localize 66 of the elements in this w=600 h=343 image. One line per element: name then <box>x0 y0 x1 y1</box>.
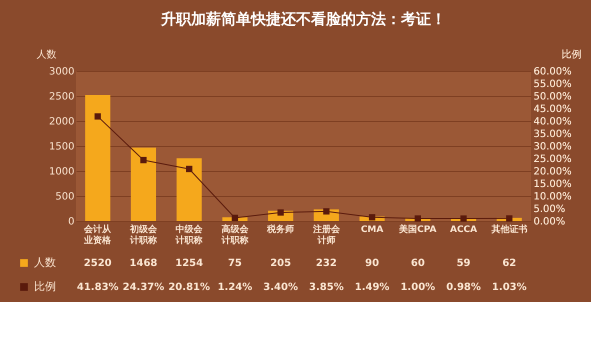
point <box>232 214 238 222</box>
y-tick-label: 0 <box>68 216 74 228</box>
point <box>368 214 376 220</box>
chart-title: 升职加薪简单快捷还不看脸的方法：考证！ <box>160 10 446 28</box>
data-label: 1.49% <box>354 282 390 293</box>
x-tick-label: ACCA <box>450 225 478 235</box>
x-tick-label: 高级会计职称 <box>220 224 250 246</box>
x-tick-label: 中级会计职称 <box>174 224 204 246</box>
data-label: 60 <box>410 258 425 269</box>
data-label: 1.24% <box>218 282 252 293</box>
point <box>506 215 512 222</box>
y2-tick-label: 45.00% <box>534 104 572 115</box>
y-tick-label: 2500 <box>49 92 74 102</box>
y2-tick-label: 55.00% <box>534 79 572 90</box>
point <box>94 113 101 120</box>
data-label: 0.98% <box>446 282 481 293</box>
x-tick-label: CMA <box>360 225 384 235</box>
point <box>186 166 192 172</box>
x-tick-label: 税务师 <box>266 224 294 235</box>
bar <box>130 148 156 221</box>
data-label: 59 <box>456 258 471 269</box>
y2-tick-label: 60.00% <box>534 66 572 78</box>
legend-label: 人数 <box>34 256 56 269</box>
data-label: 1.00% <box>400 282 436 293</box>
x-tick-label: 会计从业资格 <box>83 224 112 246</box>
data-label: 3.40% <box>263 282 298 293</box>
y-tick-label: 3000 <box>49 66 74 78</box>
x-tick-label: 注册会计师 <box>312 224 341 246</box>
y2-axis-title: 比例 <box>562 48 582 60</box>
legend-label: 比例 <box>34 280 56 293</box>
point <box>414 215 421 222</box>
y2-tick-label: 30.00% <box>534 142 572 152</box>
y2-tick-label: 25.00% <box>534 154 572 165</box>
y-axis-title: 人数 <box>36 50 56 60</box>
data-label: 41.83% <box>76 282 119 293</box>
y2-tick-label: 5.00% <box>534 204 566 215</box>
data-label: 20.81% <box>168 282 210 293</box>
y-tick-label: 500 <box>55 192 74 202</box>
data-label: 1.03% <box>492 282 527 293</box>
x-tick-label: 美国CPA <box>398 224 437 235</box>
point <box>460 215 467 222</box>
data-label: 1468 <box>130 258 158 269</box>
data-label: 75 <box>228 258 242 269</box>
y-tick-label: 1000 <box>49 166 74 178</box>
data-label: 2520 <box>84 258 112 269</box>
y-tick-label: 2000 <box>49 116 74 128</box>
x-tick-label: 其他证书 <box>490 224 528 235</box>
bar <box>85 95 110 221</box>
y2-tick-label: 15.00% <box>534 179 572 190</box>
data-label: 62 <box>502 258 516 269</box>
y2-tick-label: 0.00% <box>534 216 566 228</box>
x-tick-label: 初级会计职称 <box>128 224 158 246</box>
y-tick-label: 1500 <box>49 142 74 152</box>
data-label: 90 <box>365 258 380 269</box>
data-label: 1254 <box>175 258 204 269</box>
y2-tick-label: 10.00% <box>534 192 572 202</box>
y2-tick-label: 50.00% <box>534 92 572 102</box>
y2-tick-label: 35.00% <box>534 129 572 140</box>
point <box>140 156 147 164</box>
data-label: 205 <box>270 258 292 269</box>
data-label: 24.37% <box>122 282 164 293</box>
data-label: 3.85% <box>309 282 344 293</box>
y2-tick-label: 40.00% <box>534 116 572 128</box>
bar <box>176 158 202 221</box>
y2-tick-label: 20.00% <box>534 166 572 178</box>
data-label: 232 <box>316 258 337 269</box>
